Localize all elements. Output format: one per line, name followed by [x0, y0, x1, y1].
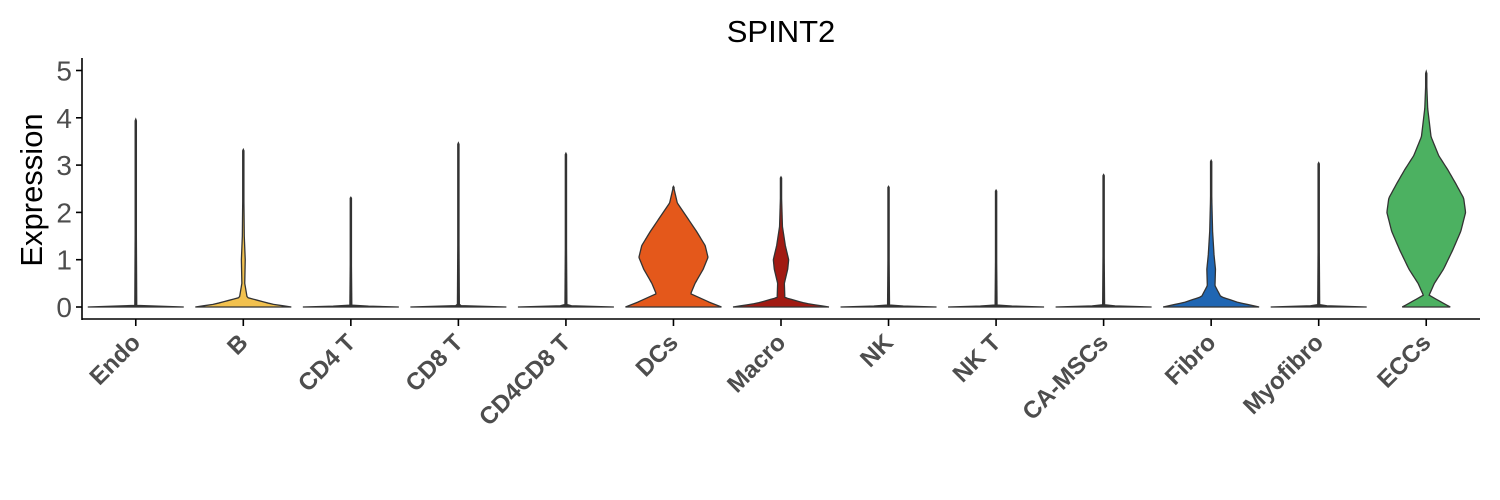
violin-macro	[732, 175, 830, 308]
violin-endo	[87, 117, 184, 308]
violin-fibro	[1163, 158, 1260, 308]
violin-nk-t	[948, 188, 1045, 308]
x-tick-label: CD4 T	[293, 329, 361, 397]
violin-ca-mscs	[1055, 173, 1152, 308]
chart-title: SPINT2	[727, 14, 836, 49]
violin-b	[195, 147, 292, 308]
x-tick-label: Fibro	[1160, 329, 1222, 391]
violin-group	[87, 69, 1467, 308]
y-tick-label: 0	[56, 292, 72, 323]
y-axis-label: Expression	[14, 113, 49, 266]
x-tick-label: NK T	[948, 329, 1007, 388]
x-tick-group: Endo B CD4 T CD8 T CD4CD8 T DCs Macro NK NK T CA-…	[84, 319, 1436, 431]
violin-eccs	[1386, 69, 1467, 308]
x-tick-label: Myofibro	[1238, 329, 1329, 420]
y-tick-label: 5	[56, 56, 72, 87]
violin-myofibro	[1270, 161, 1367, 308]
y-tick-label: 2	[56, 197, 72, 228]
x-tick-label: Endo	[84, 329, 146, 391]
violin-cd8-t	[410, 141, 507, 308]
y-tick-label: 4	[56, 103, 72, 134]
x-tick-label: CA-MSCs	[1017, 329, 1113, 425]
violin-cd4cd8-t	[517, 151, 614, 308]
x-tick-label: NK	[855, 329, 899, 373]
y-tick-label: 1	[56, 245, 72, 276]
violin-cd4-t	[302, 196, 399, 308]
x-tick-label: ECCs	[1372, 329, 1436, 393]
violin-nk	[840, 185, 937, 308]
x-tick-label: CD4CD8 T	[474, 329, 576, 431]
y-tick-label: 3	[56, 150, 72, 181]
y-tick-group: 0 1 2 3 4 5	[56, 56, 82, 323]
x-tick-label: DCs	[631, 329, 684, 382]
x-tick-label: Macro	[722, 329, 791, 398]
x-tick-label: B	[222, 329, 253, 360]
x-tick-label: CD8 T	[401, 329, 469, 397]
violin-dcs	[625, 185, 722, 308]
